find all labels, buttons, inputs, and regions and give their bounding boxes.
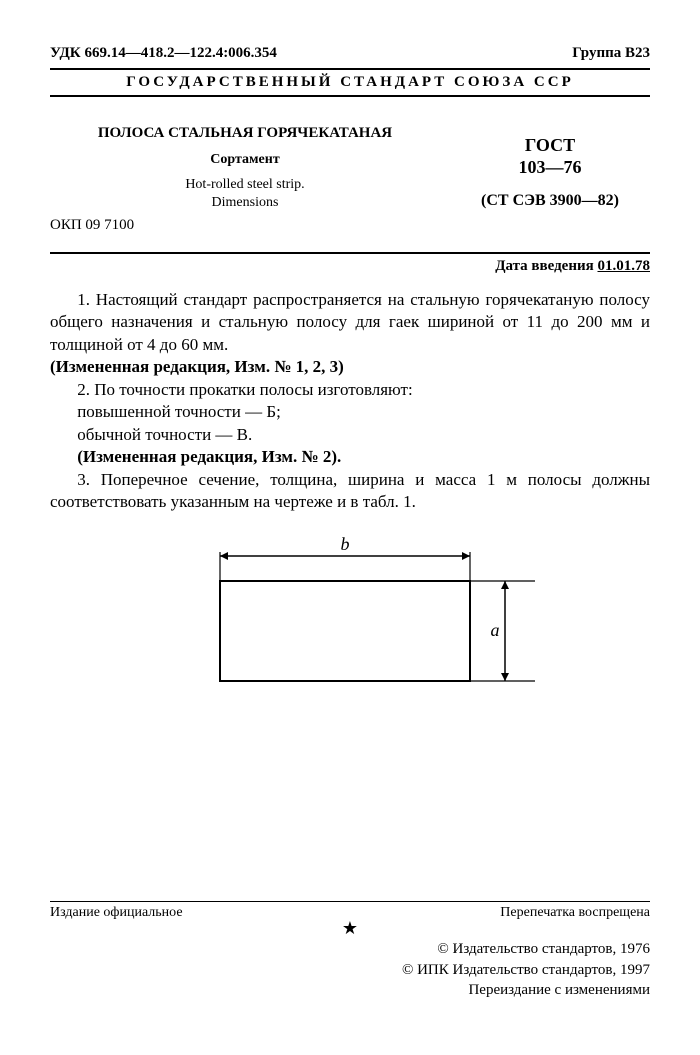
sev-code: (СТ СЭВ 3900—82) [450, 192, 650, 210]
svg-text:a: a [491, 620, 500, 640]
date-value: 01.01.78 [598, 258, 651, 274]
svg-text:b: b [341, 534, 350, 554]
body-text: 1. Настоящий стандарт распространяется н… [50, 289, 650, 513]
star-icon: ★ [50, 919, 650, 937]
title-sub: Сортамент [50, 152, 440, 168]
para-2c: обычной точности — В. [50, 424, 650, 446]
reissue: Переиздание с изменениями [50, 980, 650, 1000]
copyright-1: © Издательство стандартов, 1976 [50, 939, 650, 959]
gost-label: ГОСТ [525, 135, 575, 155]
group-code: Группа В23 [572, 45, 650, 62]
para-1: 1. Настоящий стандарт распространяется н… [50, 289, 650, 356]
para-2d: (Измененная редакция, Изм. № 2). [50, 446, 650, 468]
title-en-2: Dimensions [212, 195, 279, 210]
para-1b: (Измененная редакция, Изм. № 1, 2, 3) [50, 356, 650, 378]
cross-section-diagram: ba [200, 531, 500, 706]
title-en-1: Hot-rolled steel strip. [185, 177, 304, 192]
para-2b: повышенной точности — Б; [50, 401, 650, 423]
para-2a: 2. По точности прокатки полосы изготовля… [50, 379, 650, 401]
gost-number: 103—76 [519, 157, 582, 177]
banner-title: ГОСУДАРСТВЕННЫЙ СТАНДАРТ СОЮЗА ССР [50, 68, 650, 97]
title-main: ПОЛОСА СТАЛЬНАЯ ГОРЯЧЕКАТАНАЯ [50, 125, 440, 142]
footer-right: Перепечатка воспрещена [500, 905, 650, 921]
footer-left: Издание официальное [50, 905, 183, 921]
date-label: Дата введения [495, 258, 597, 274]
udk-code: УДК 669.14—418.2—122.4:006.354 [50, 45, 277, 62]
para-3: 3. Поперечное сечение, толщина, ширина и… [50, 469, 650, 514]
copyright-2: © ИПК Издательство стандартов, 1997 [50, 960, 650, 980]
okp-code: ОКП 09 7100 [50, 217, 650, 234]
